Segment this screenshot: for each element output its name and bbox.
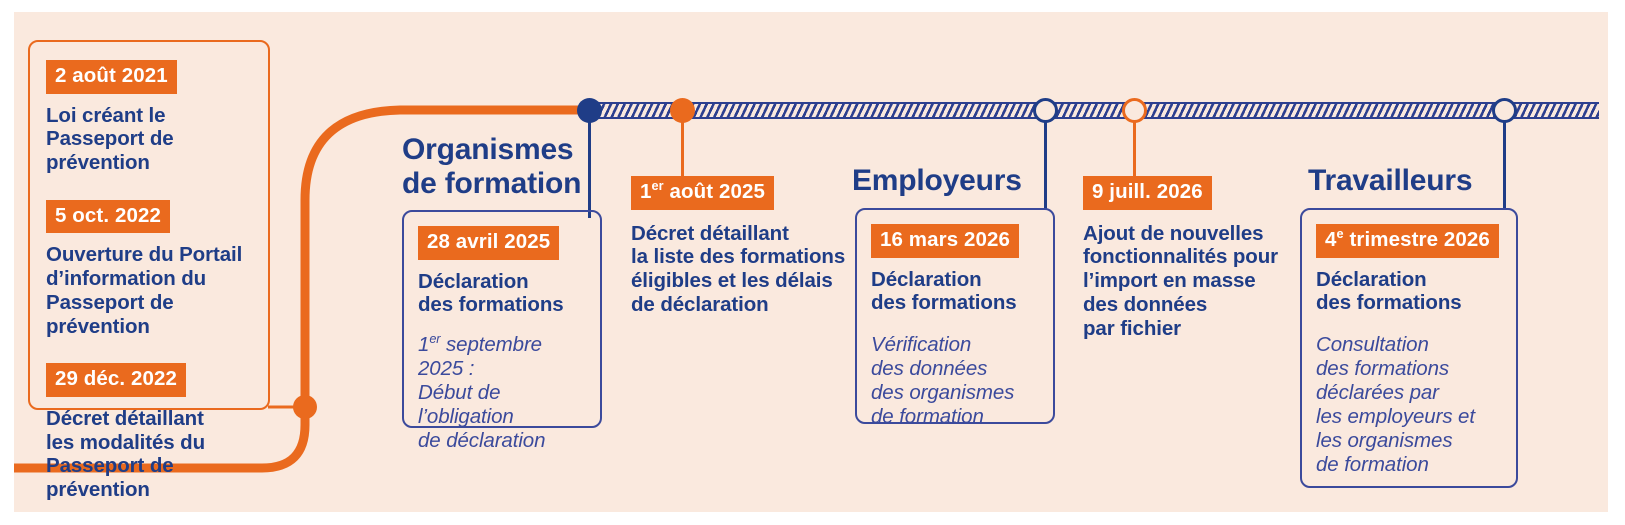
node-dot-fonctionnalites-2026 xyxy=(1122,98,1147,123)
date-badge: 16 mars 2026 xyxy=(871,224,1020,258)
entry-text: Ouverture du Portail d’information du Pa… xyxy=(46,243,243,338)
entry-text: Loi créant le Passeport de prévention xyxy=(46,103,174,175)
node-stem-fonctionnalites-2026 xyxy=(1133,122,1136,176)
node-dot-employeurs xyxy=(1033,98,1058,123)
date-badge: 5 oct. 2022 xyxy=(46,199,170,234)
date-badge: 9 juill. 2026 xyxy=(1083,176,1212,210)
node-stem-decret-aout-2025 xyxy=(681,118,684,176)
date-badge: 2 août 2021 xyxy=(46,60,177,94)
node-stem-travailleurs xyxy=(1503,122,1506,210)
section-title-employeurs: Employeurs xyxy=(852,164,1022,197)
section-title-travailleurs: Travailleurs xyxy=(1308,164,1473,197)
node-dot-travailleurs xyxy=(1492,98,1517,123)
node-dot-past-branch xyxy=(293,395,317,419)
entry-text: Décret détaillant les modalités du Passe… xyxy=(46,406,206,502)
timeline-axis xyxy=(589,102,1599,119)
card-travailleurs: 4e trimestre 2026 Déclaration des format… xyxy=(1300,208,1518,488)
date-badge: 4e trimestre 2026 xyxy=(1316,224,1499,258)
section-title-organismes: Organismes de formation xyxy=(402,133,582,200)
node-stem-organismes xyxy=(588,118,591,218)
entry-note: Consultation des formations déclarées pa… xyxy=(1316,333,1475,476)
date-badge: 28 avril 2025 xyxy=(418,226,560,260)
entry-text: Ajout de nouvelles fonctionnalités pour … xyxy=(1083,221,1279,340)
date-badge: 1er août 2025 xyxy=(631,176,775,210)
note-decret-aout-2025: 1er août 2025 Décret détaillant la liste… xyxy=(631,176,846,317)
entry-note: 1er septembre 2025 : Début de l’obligati… xyxy=(418,331,546,452)
entry-text: Déclaration des formations xyxy=(871,267,1017,315)
node-stem-employeurs xyxy=(1044,122,1047,210)
note-fonctionnalites-2026: 9 juill. 2026 Ajout de nouvelles fonctio… xyxy=(1083,176,1288,340)
card-organismes: 28 avril 2025 Déclaration des formations… xyxy=(402,210,602,452)
entry-note: Vérification des données des organismes … xyxy=(871,333,1015,428)
card-employeurs: 16 mars 2026 Déclaration des formations … xyxy=(855,208,1055,428)
date-badge: 29 déc. 2022 xyxy=(46,363,187,397)
entry-text: Décret détaillant la liste des formation… xyxy=(631,221,846,316)
entry-text: Déclaration des formations xyxy=(1316,267,1462,315)
card-historique: 2 août 2021 Loi créant le Passeport de p… xyxy=(28,40,270,501)
entry-text: Déclaration des formations xyxy=(418,269,564,317)
